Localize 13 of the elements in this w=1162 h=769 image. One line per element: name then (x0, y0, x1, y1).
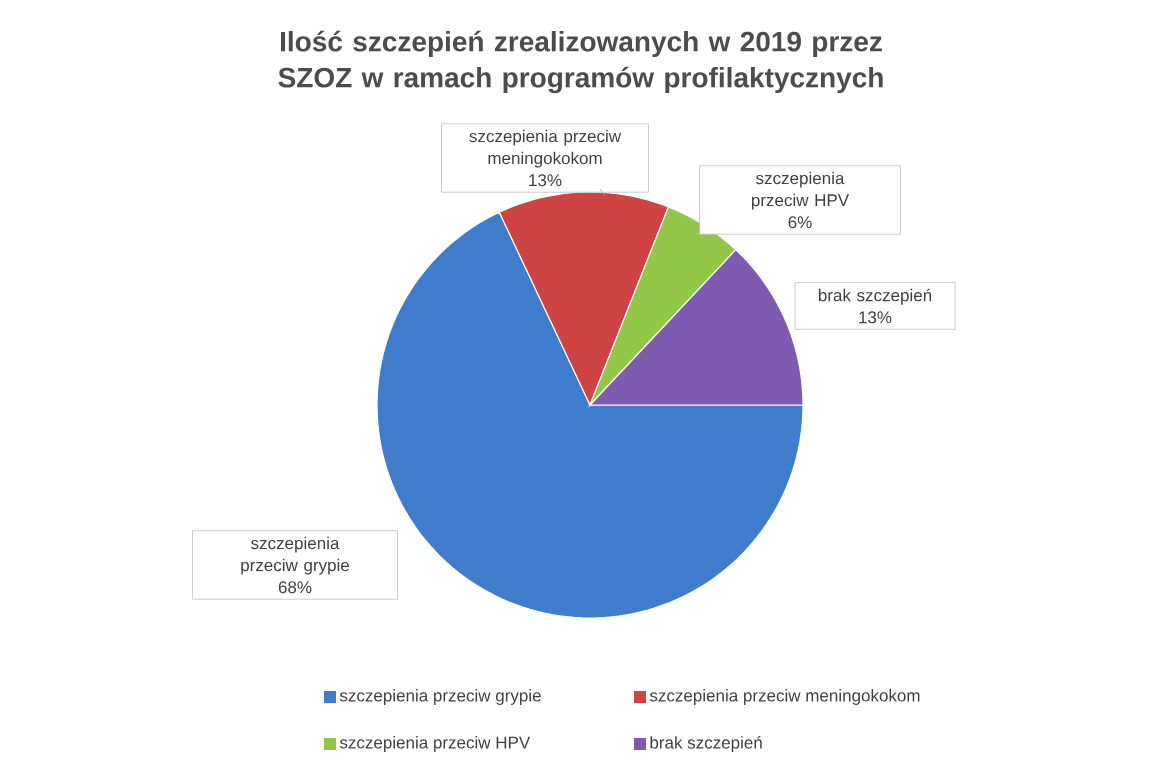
slice-label: szczepienia przeciw grypie (241, 536, 350, 575)
data-label: 13% (529, 174, 562, 187)
legend-label: szczepienia przeciw grypie (339, 689, 541, 705)
legend-label: szczepienia przeciw meningokokom (649, 689, 920, 705)
slice-label: szczepienia przeciw meningokokom (469, 129, 622, 168)
legend-label: szczepienia przeciw HPV (339, 736, 531, 752)
slice-label: brak szczepień (818, 288, 932, 305)
chart-title: Ilość szczepień zrealizowanych w 2019 przez SZOZ w ramach programów profilaktycznych (278, 30, 883, 94)
slice-label: szczepienia przeciw HPV (751, 171, 850, 210)
data-label: 6% (788, 216, 812, 229)
data-label: 13% (859, 311, 892, 324)
data-label: 68% (278, 581, 312, 594)
legend-label: brak szczepień (650, 735, 762, 752)
